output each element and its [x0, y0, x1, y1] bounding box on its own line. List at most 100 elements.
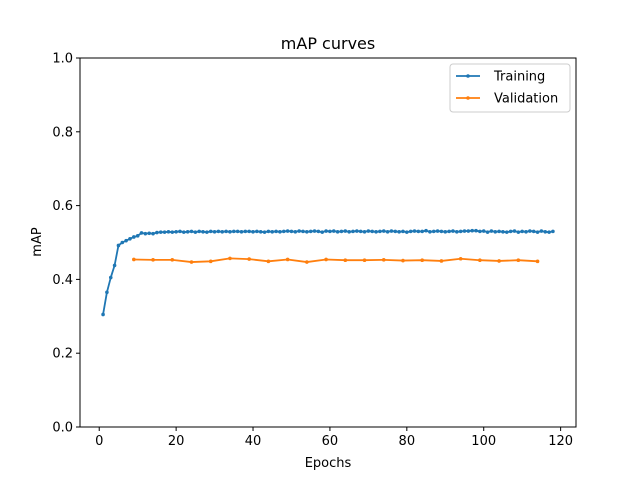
- training-point: [232, 229, 236, 234]
- training-point: [397, 230, 401, 234]
- training-point: [343, 229, 348, 233]
- training-point: [374, 230, 378, 234]
- training-point: [174, 230, 178, 234]
- validation-point: [208, 259, 213, 264]
- training-point: [247, 229, 251, 234]
- training-point: [255, 229, 259, 234]
- validation-point: [381, 258, 386, 262]
- training-point: [512, 229, 517, 233]
- validation-point: [535, 259, 540, 264]
- training-point: [478, 229, 482, 234]
- training-point: [339, 229, 344, 234]
- training-point: [158, 230, 163, 234]
- training-point: [108, 275, 113, 280]
- training-point: [439, 229, 444, 234]
- validation-point: [266, 259, 271, 264]
- training-point: [539, 229, 544, 233]
- training-point: [389, 229, 394, 233]
- training-point: [481, 229, 486, 233]
- validation-legend-marker: [466, 96, 470, 100]
- training-point: [370, 229, 375, 234]
- training-point: [178, 229, 182, 234]
- training-point: [443, 230, 448, 234]
- validation-point: [458, 256, 463, 261]
- training-point: [258, 230, 263, 234]
- training-point: [501, 230, 505, 234]
- training-point: [274, 229, 278, 234]
- validation-point: [247, 257, 251, 261]
- axes-frame: [79, 57, 577, 428]
- validation-point: [497, 259, 501, 263]
- training-point: [305, 230, 309, 234]
- training-point: [408, 229, 413, 234]
- validation-point: [324, 257, 328, 262]
- validation-point: [362, 258, 367, 263]
- training-point: [428, 230, 432, 234]
- training-point: [535, 230, 540, 234]
- x-axis-label: Epochs: [305, 456, 352, 471]
- training-point: [139, 231, 144, 235]
- training-point: [278, 230, 282, 234]
- training-point: [143, 231, 148, 236]
- training-point: [551, 229, 555, 234]
- training-legend-marker: [466, 74, 470, 78]
- training-point: [320, 230, 325, 234]
- x-tick-label: 80: [399, 434, 416, 449]
- y-tick-label: 0.2: [52, 347, 73, 362]
- validation-point: [132, 257, 136, 262]
- training-legend-label: Training: [493, 70, 545, 85]
- training-point: [312, 229, 317, 233]
- training-point: [362, 230, 367, 234]
- training-point: [531, 229, 536, 234]
- legend: Training Validation: [449, 63, 571, 113]
- training-point: [493, 230, 498, 234]
- training-point: [151, 231, 155, 236]
- training-point: [155, 230, 159, 235]
- x-tick-label: 20: [168, 434, 185, 449]
- training-point: [220, 230, 225, 234]
- validation-point: [228, 256, 232, 261]
- training-point: [358, 229, 363, 234]
- training-point: [281, 229, 286, 234]
- y-tick-label: 0.0: [52, 421, 73, 436]
- training-point: [132, 235, 136, 239]
- validation-point: [439, 259, 444, 263]
- y-tick-label: 0.6: [52, 199, 73, 214]
- training-point: [308, 229, 313, 234]
- training-point: [189, 229, 194, 234]
- validation-point: [343, 258, 348, 263]
- training-point: [455, 230, 459, 234]
- validation-series-line: [132, 257, 539, 263]
- training-point: [405, 230, 409, 234]
- training-point: [355, 229, 359, 233]
- plot-area: [101, 228, 555, 317]
- x-tick-label: 60: [322, 434, 339, 449]
- training-point: [435, 229, 440, 233]
- training-point: [270, 230, 275, 234]
- validation-point: [305, 260, 309, 264]
- training-point: [193, 230, 198, 234]
- training-point: [266, 229, 271, 234]
- training-point: [328, 229, 332, 234]
- training-point: [420, 229, 425, 234]
- training-point: [451, 229, 455, 233]
- training-point: [378, 229, 382, 234]
- validation-point: [170, 258, 175, 262]
- training-point: [520, 229, 524, 234]
- training-point: [466, 229, 471, 233]
- training-point: [485, 230, 490, 234]
- training-point: [285, 229, 290, 233]
- training-point: [385, 230, 390, 234]
- training-point: [124, 238, 128, 243]
- training-point: [470, 228, 474, 233]
- training-point: [120, 240, 125, 245]
- training-point: [431, 229, 436, 234]
- training-point: [351, 229, 355, 234]
- training-point: [228, 230, 232, 234]
- validation-point: [285, 257, 290, 262]
- training-point: [205, 230, 209, 234]
- training-point: [239, 230, 244, 234]
- training-point: [216, 229, 221, 234]
- training-point: [212, 230, 217, 234]
